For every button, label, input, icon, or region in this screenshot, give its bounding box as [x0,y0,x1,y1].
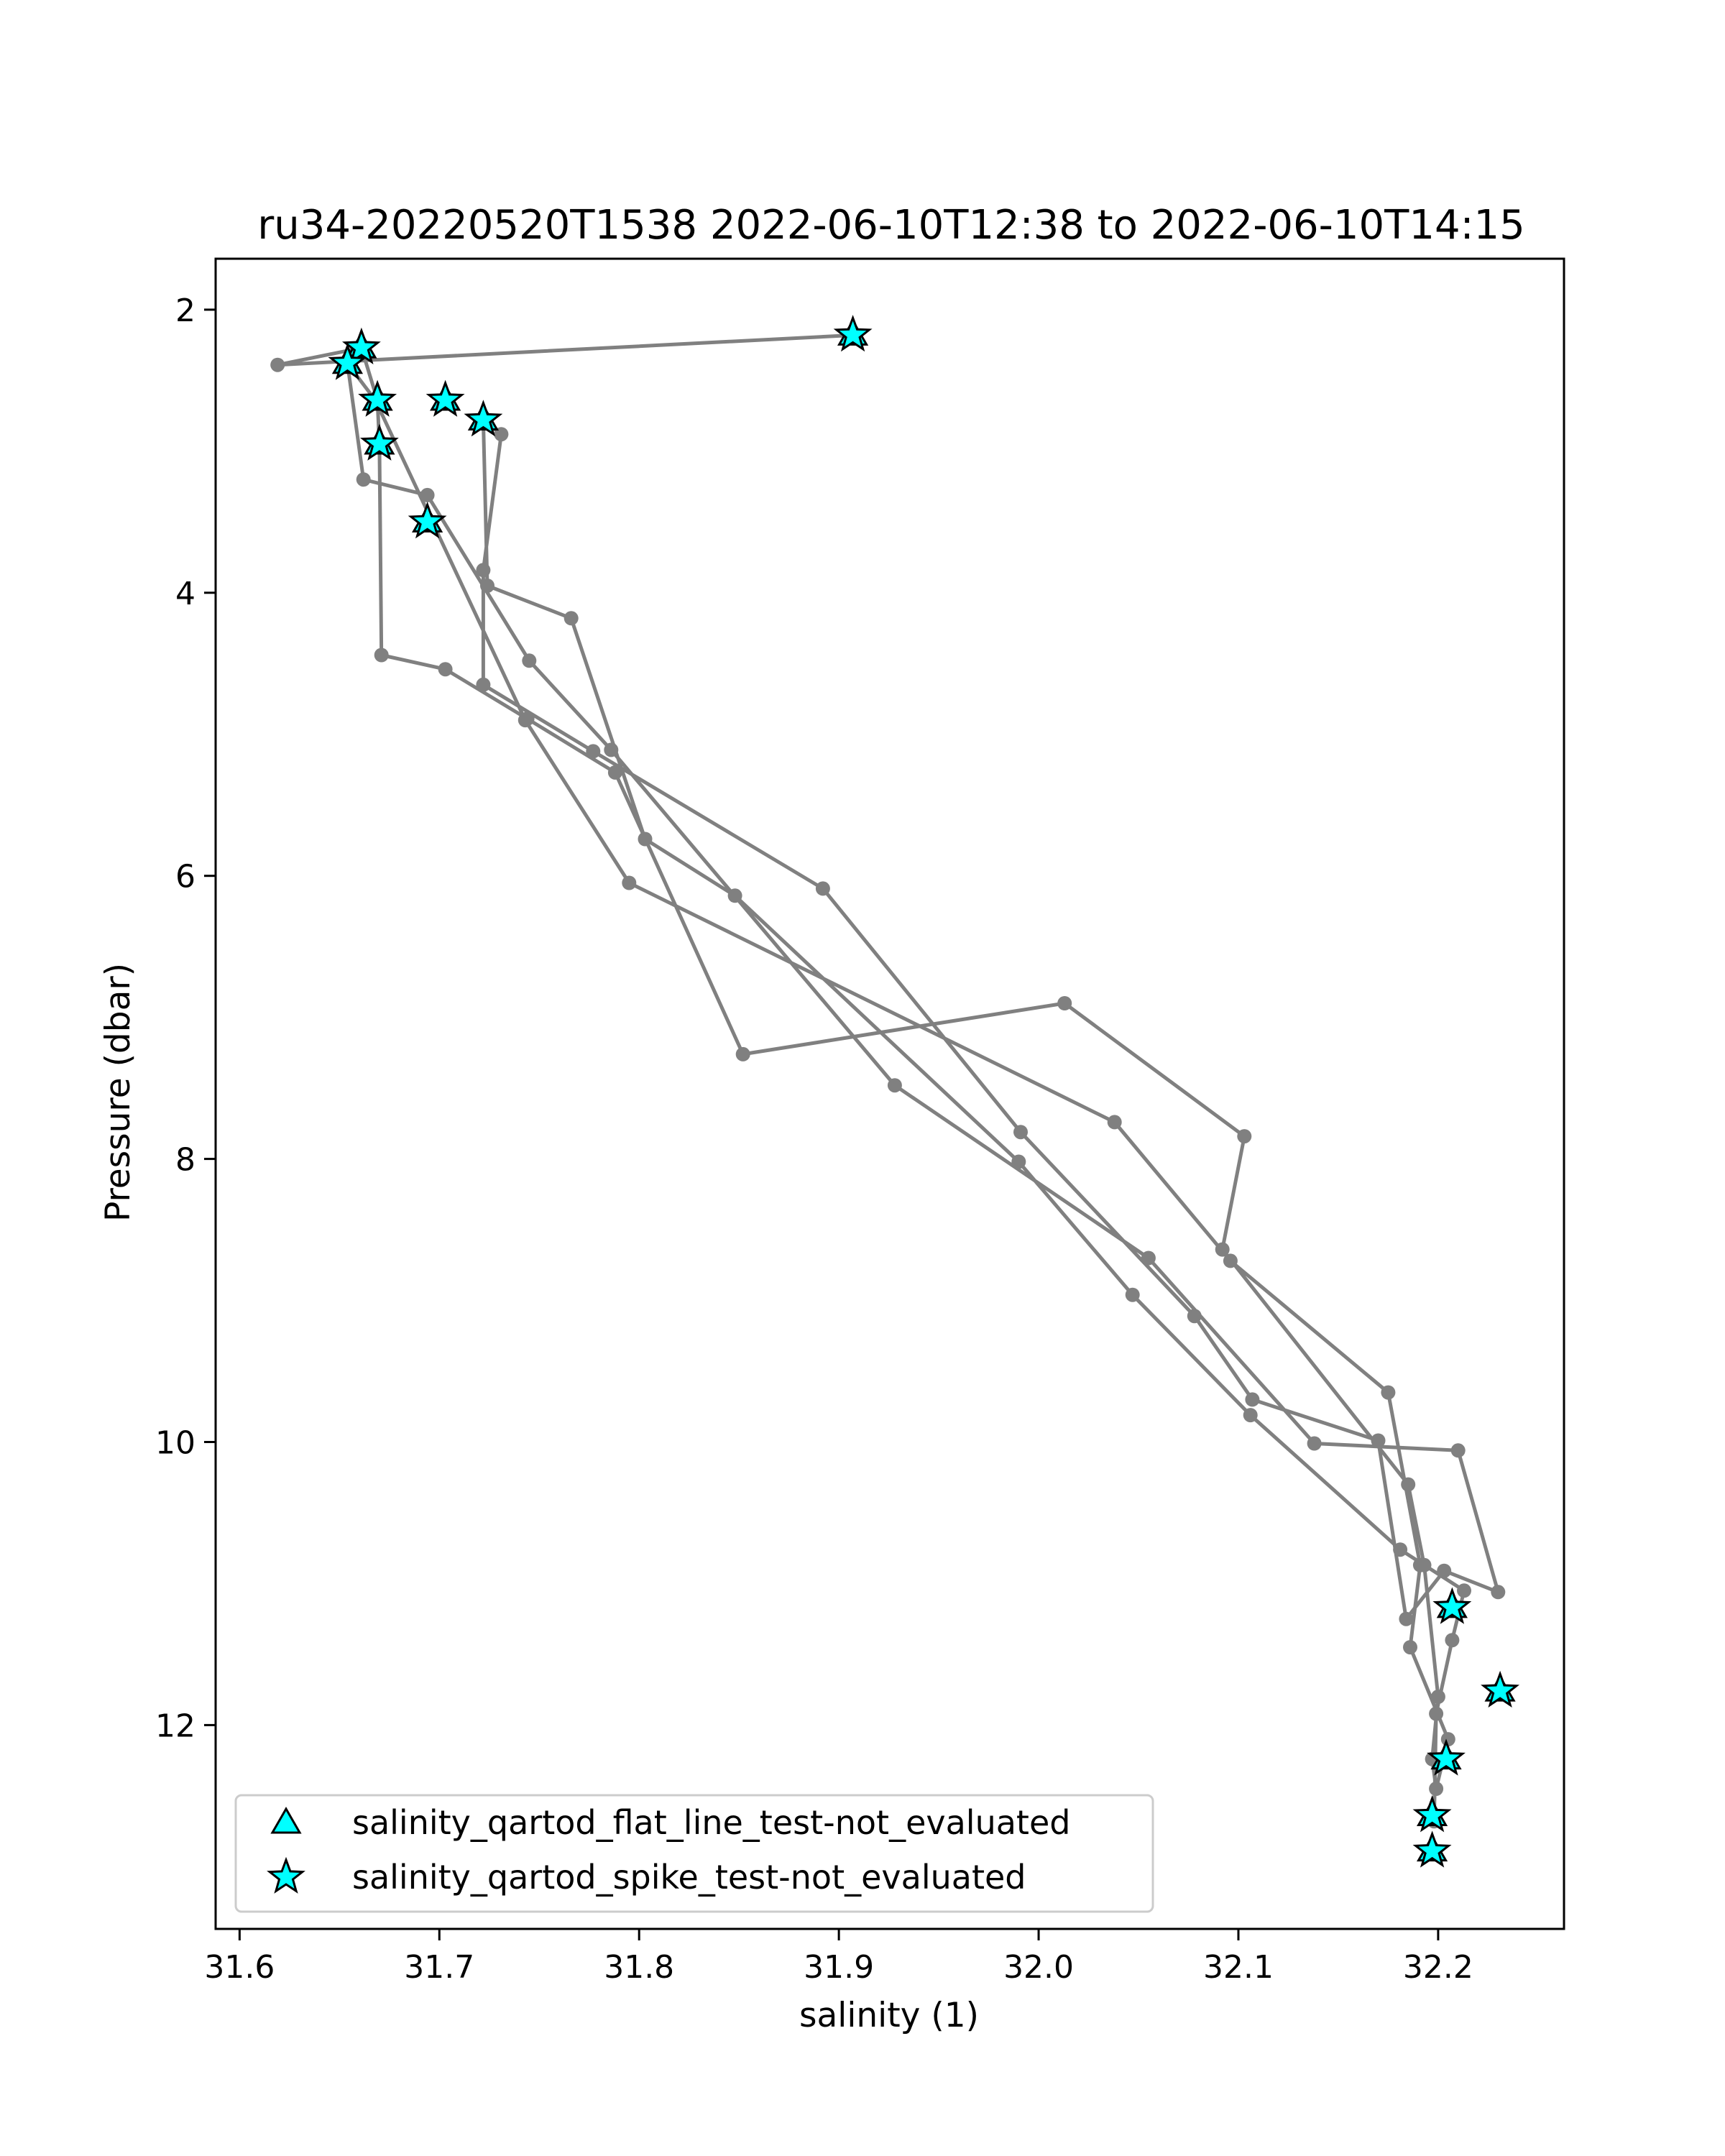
chart-title: ru34-20220520T1538 2022-06-10T12:38 to 2… [257,202,1524,249]
y-tick-label: 12 [155,1708,196,1744]
data-point [1141,1250,1156,1266]
data-point [1393,1542,1408,1557]
spike-marker [408,501,447,539]
data-point [518,713,533,728]
legend: salinity_qartod_flat_line_test-not_evalu… [234,1794,1154,1913]
data-point [494,427,509,442]
data-point [1429,1782,1444,1796]
data-point [420,487,435,502]
data-point [1223,1253,1238,1268]
y-tick-label: 6 [175,859,196,895]
data-point [270,357,285,372]
legend-box [234,1794,1154,1913]
data-point [1412,1557,1427,1572]
x-tick-label: 32.2 [1403,1949,1473,1986]
data-point [1011,1154,1026,1169]
legend-triangle-icon [270,1806,302,1834]
x-axis-ticks: 31.6 31.7 31.8 31.9 32.0 32.1 32.2 [204,1929,1473,1986]
spike-marker [833,315,873,352]
spike-marker [1432,1587,1472,1624]
qartod-markers [328,315,1520,1868]
data-point [1399,1611,1414,1626]
data-point [1491,1585,1506,1600]
data-point [1307,1436,1322,1451]
data-point [735,1046,750,1061]
data-point [438,662,453,677]
data-point [1187,1309,1202,1324]
legend-label-flat-line: salinity_qartod_flat_line_test-not_evalu… [352,1803,1070,1842]
data-point [607,765,622,780]
spike-marker [426,379,465,417]
x-tick-label: 32.0 [1003,1949,1074,1986]
data-point [1381,1385,1396,1400]
spike-marker [1412,1830,1452,1868]
legend-label-spike: salinity_qartod_spike_test-not_evaluated [352,1858,1026,1897]
y-tick-label: 4 [175,576,196,612]
data-point [1445,1633,1460,1648]
plot-frame [214,257,1565,1930]
spike-marker [1481,1670,1520,1708]
spike-marker [328,343,367,380]
data-point [522,653,537,668]
data-point [1429,1706,1444,1721]
spike-marker [1427,1738,1466,1776]
spike-marker [464,400,503,437]
legend-star-icon [267,1856,305,1894]
spike-marker [359,423,399,461]
data-point [1371,1433,1386,1448]
data-point [887,1078,902,1093]
data-point [1107,1115,1122,1130]
data-point [476,677,491,692]
y-tick-label: 2 [175,292,196,329]
data-point [356,472,371,487]
data-point [1215,1242,1230,1257]
data-point [815,881,830,896]
y-tick-label: 8 [175,1142,196,1179]
data-point [476,563,491,578]
x-tick-label: 32.1 [1203,1949,1274,1986]
data-point [727,888,742,903]
data-point [638,831,653,847]
legend-marker-star [267,1856,305,1894]
data-point [374,648,389,663]
data-point [1440,1732,1455,1747]
data-point [1243,1408,1258,1423]
data-point [1437,1563,1452,1578]
data-point [1430,1690,1445,1704]
spike-marker [341,327,381,365]
x-tick-label: 31.8 [604,1949,674,1986]
data-point [564,611,579,626]
spike-marker [358,379,397,417]
data-point [1237,1129,1252,1144]
x-axis-label: salinity (1) [799,1996,979,2035]
x-tick-label: 31.6 [204,1949,275,1986]
data-point [1057,996,1072,1010]
y-axis-label: Pressure (dbar) [98,963,138,1222]
data-point [1245,1392,1260,1407]
data-point [622,875,637,890]
y-axis-ticks: 2 4 6 8 10 12 [155,292,216,1744]
legend-marker-triangle [270,1806,302,1834]
data-point [1013,1125,1028,1140]
data-point [1457,1583,1471,1598]
data-point [480,579,494,593]
data-point [604,742,619,757]
data-point [1125,1287,1140,1302]
data-point [586,744,601,759]
data-point [1403,1640,1417,1655]
spike-marker [1412,1795,1452,1833]
data-point [1401,1477,1416,1492]
data-point [1450,1443,1466,1458]
y-tick-label: 10 [155,1424,196,1461]
x-tick-label: 31.9 [804,1949,874,1986]
x-tick-label: 31.7 [404,1949,474,1986]
